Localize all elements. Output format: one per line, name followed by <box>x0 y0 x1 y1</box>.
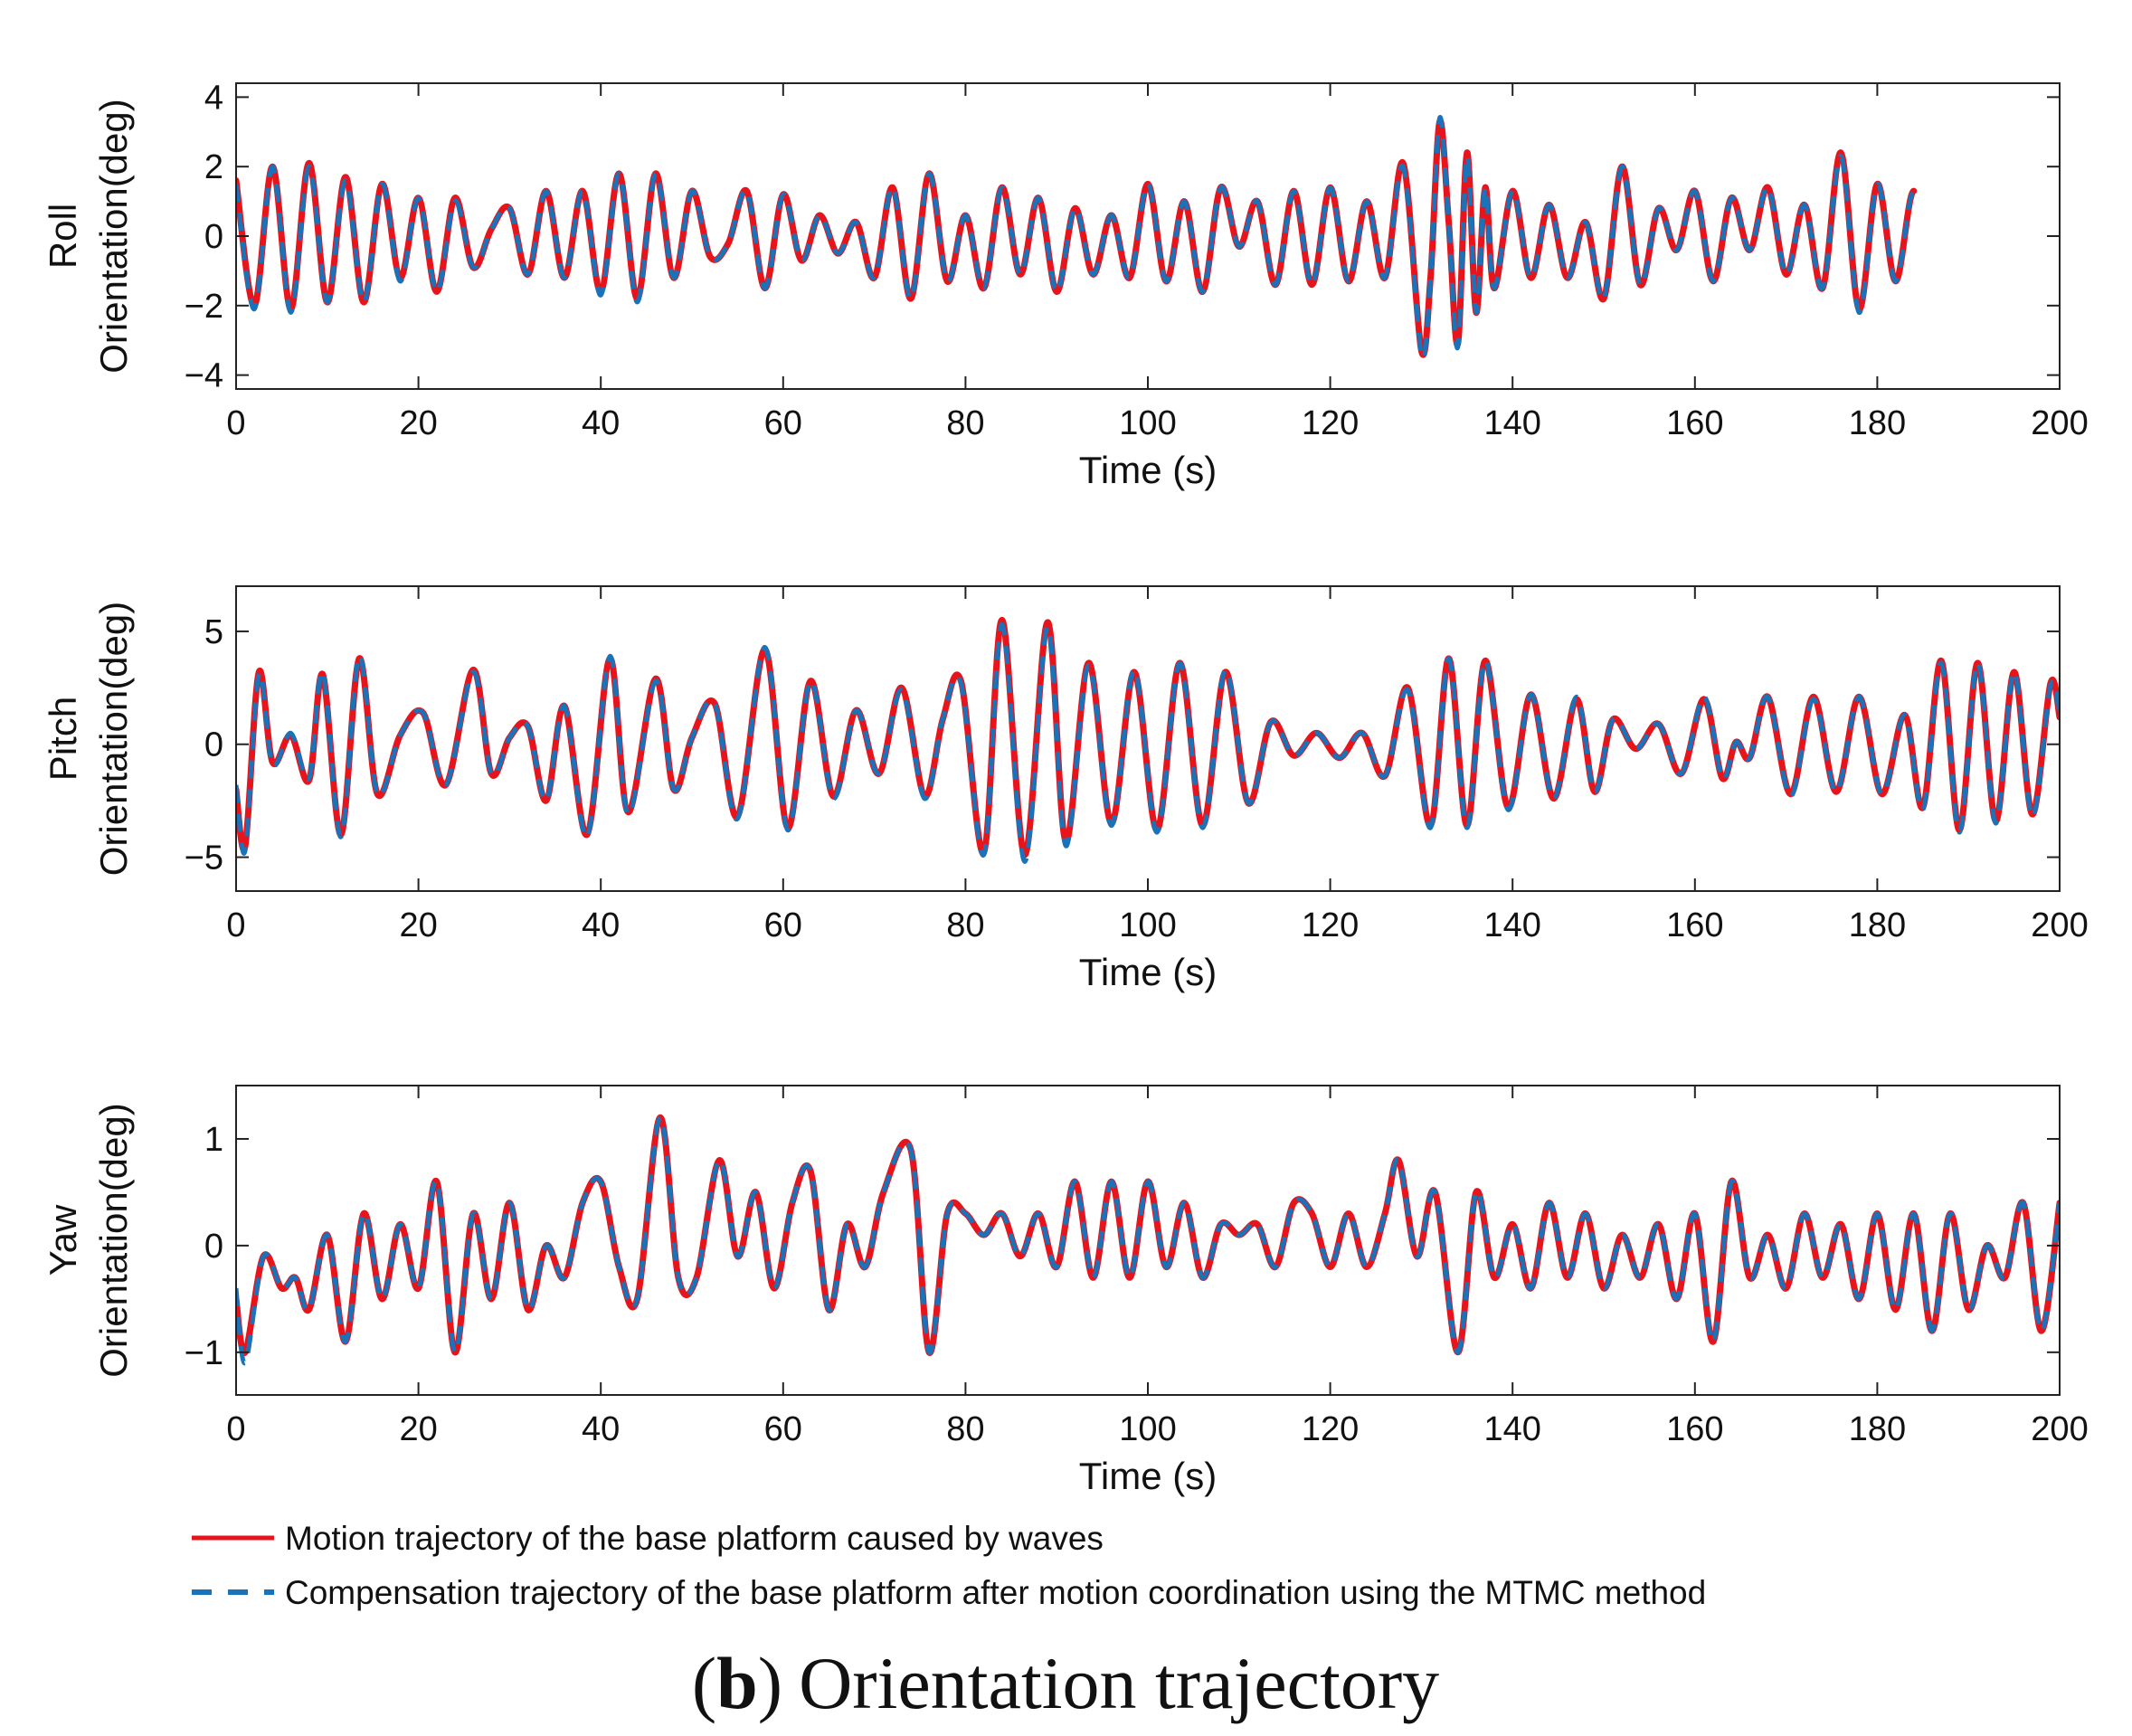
roll-series-group <box>236 115 1918 360</box>
roll-series-compensation-line <box>236 115 1917 360</box>
roll-xtick-label: 200 <box>2031 404 2088 442</box>
yaw-series-motion-line <box>236 1114 2060 1356</box>
roll-ytick-label: 0 <box>204 218 223 256</box>
caption-open-paren: ( <box>692 1642 716 1724</box>
roll-xtick-label: 40 <box>582 404 620 442</box>
yaw-xtick-label: 0 <box>226 1410 245 1448</box>
yaw-ytick-label: 1 <box>204 1121 223 1159</box>
yaw-axes-box <box>235 1085 2061 1396</box>
roll-xlabel: Time (s) <box>1079 449 1217 491</box>
yaw-xtick-label: 100 <box>1119 1410 1176 1448</box>
yaw-ytick-label: 0 <box>204 1228 223 1266</box>
roll-ytick-label: −2 <box>185 288 223 326</box>
yaw-series-compensation-line <box>236 1115 2060 1366</box>
yaw-xtick-label: 40 <box>582 1410 620 1448</box>
legend-label-compensation: Compensation trajectory of the base plat… <box>285 1574 1706 1611</box>
pitch-ytick-label: 5 <box>204 613 223 651</box>
pitch-xtick-label: 0 <box>226 906 245 944</box>
pitch-ylabel-name: Pitch <box>42 697 84 781</box>
roll-xtick-label: 120 <box>1302 404 1359 442</box>
roll-xtick-label: 80 <box>946 404 984 442</box>
roll-xtick-label: 100 <box>1119 404 1176 442</box>
pitch-ylabel-unit: Orientation(deg) <box>92 602 135 877</box>
yaw-ylabel-unit: Orientation(deg) <box>92 1103 135 1378</box>
yaw-ylabel-name: Yaw <box>42 1204 84 1276</box>
pitch-xtick-label: 80 <box>946 906 984 944</box>
roll-xtick-label: 20 <box>399 404 437 442</box>
roll-xtick-label: 160 <box>1666 404 1723 442</box>
pitch-xtick-label: 100 <box>1119 906 1176 944</box>
roll-ytick-label: −4 <box>185 357 223 395</box>
pitch-xtick-label: 120 <box>1302 906 1359 944</box>
roll-subplot: 0 20 40 60 80 100 120 140 160 180 200 −4 −2 0 2 4 Time (… <box>42 79 2089 491</box>
yaw-ytick-label: −1 <box>185 1334 223 1372</box>
yaw-xtick-label: 120 <box>1302 1410 1359 1448</box>
roll-xtick-label: 180 <box>1849 404 1906 442</box>
pitch-ytick-label: −5 <box>185 840 223 877</box>
yaw-xtick-label: 20 <box>399 1410 437 1448</box>
yaw-xlabel: Time (s) <box>1079 1455 1217 1497</box>
roll-axes-box <box>235 82 2061 390</box>
pitch-xtick-label: 20 <box>399 906 437 944</box>
yaw-xtick-label: 180 <box>1849 1410 1906 1448</box>
pitch-series-compensation-line <box>236 621 2060 865</box>
roll-ytick-label: 2 <box>204 148 223 186</box>
figure-caption: (b) Orientation trajectory <box>692 1642 1439 1724</box>
roll-ylabel-unit: Orientation(deg) <box>92 99 135 374</box>
pitch-xtick-label: 40 <box>582 906 620 944</box>
caption-close-paren: ) <box>758 1642 782 1724</box>
roll-ylabel-name: Roll <box>42 204 84 269</box>
pitch-xtick-label: 140 <box>1483 906 1540 944</box>
yaw-xtick-label: 60 <box>764 1410 802 1448</box>
roll-xtick-label: 140 <box>1483 404 1540 442</box>
caption-text: Orientation trajectory <box>799 1642 1439 1724</box>
pitch-xtick-label: 160 <box>1666 906 1723 944</box>
pitch-series-group <box>236 616 2060 865</box>
pitch-ytick-label: 0 <box>204 726 223 764</box>
legend-label-motion: Motion trajectory of the base platform c… <box>285 1520 1104 1557</box>
pitch-xlabel: Time (s) <box>1079 951 1217 993</box>
pitch-xtick-label: 60 <box>764 906 802 944</box>
yaw-xtick-label: 140 <box>1483 1410 1540 1448</box>
yaw-xtick-label: 200 <box>2031 1410 2088 1448</box>
caption-letter: b <box>716 1642 758 1724</box>
pitch-xtick-label: 200 <box>2031 906 2088 944</box>
legend: Motion trajectory of the base platform c… <box>192 1520 1706 1611</box>
roll-xtick-label: 0 <box>226 404 245 442</box>
pitch-xtick-label: 180 <box>1849 906 1906 944</box>
roll-ytick-label: 4 <box>204 79 223 117</box>
yaw-xtick-label: 160 <box>1666 1410 1723 1448</box>
roll-xtick-label: 60 <box>764 404 802 442</box>
yaw-xtick-label: 80 <box>946 1410 984 1448</box>
yaw-series-group <box>236 1114 2060 1366</box>
